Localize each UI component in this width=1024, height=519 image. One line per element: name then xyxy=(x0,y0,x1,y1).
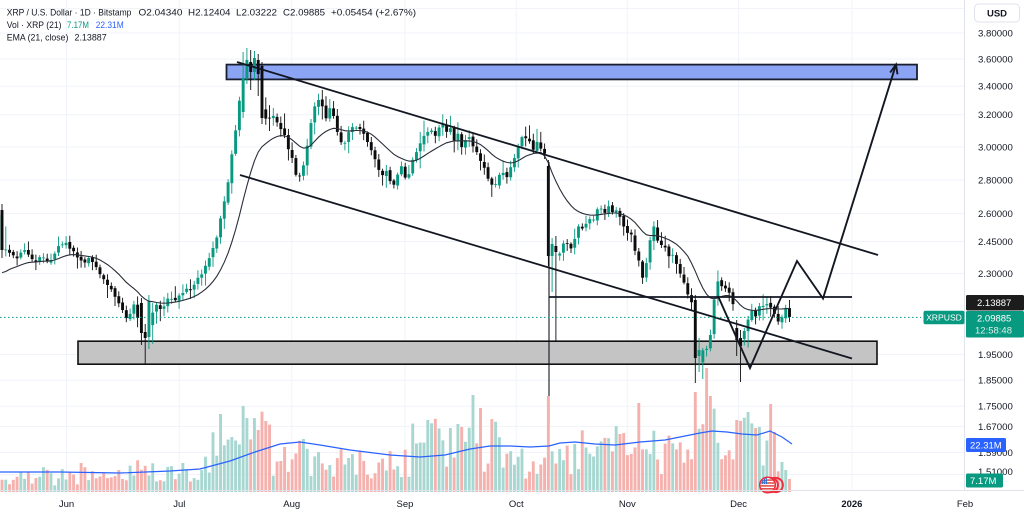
svg-text:22.31M: 22.31M xyxy=(970,441,1002,452)
svg-text:O2.04340: O2.04340 xyxy=(139,7,183,18)
svg-text:Jul: Jul xyxy=(173,499,185,510)
svg-text:Nov: Nov xyxy=(619,499,636,510)
svg-text:3.00000: 3.00000 xyxy=(978,142,1013,153)
svg-text:XRP / U.S. Dollar · 1D · Bitst: XRP / U.S. Dollar · 1D · Bitstamp xyxy=(7,7,132,18)
svg-text:C2.09885: C2.09885 xyxy=(283,7,325,18)
svg-text:7.17M: 7.17M xyxy=(970,476,996,487)
svg-text:2026: 2026 xyxy=(841,499,862,510)
svg-text:1.85000: 1.85000 xyxy=(978,376,1013,387)
svg-text:XRPUSD: XRPUSD xyxy=(926,313,962,323)
svg-text:Oct: Oct xyxy=(509,499,524,510)
svg-text:12:58:48: 12:58:48 xyxy=(975,326,1012,337)
svg-text:USD: USD xyxy=(987,9,1007,20)
svg-text:1.67000: 1.67000 xyxy=(978,422,1013,433)
svg-text:2.80000: 2.80000 xyxy=(978,175,1013,186)
svg-text:2.30000: 2.30000 xyxy=(978,269,1013,280)
svg-text:Feb: Feb xyxy=(957,499,973,510)
svg-text:+0.05454 (+2.67%): +0.05454 (+2.67%) xyxy=(331,7,416,18)
svg-text:Sep: Sep xyxy=(397,499,414,510)
svg-text:3.80000: 3.80000 xyxy=(978,28,1013,39)
svg-text:2.60000: 2.60000 xyxy=(978,209,1013,220)
svg-text:L2.03222: L2.03222 xyxy=(236,7,277,18)
svg-text:7.17M: 7.17M xyxy=(67,20,89,31)
svg-text:22.31M: 22.31M xyxy=(96,20,124,31)
svg-text:3.60000: 3.60000 xyxy=(978,54,1013,65)
svg-text:1.75000: 1.75000 xyxy=(978,402,1013,413)
svg-text:Jun: Jun xyxy=(59,499,74,510)
svg-text:3.20000: 3.20000 xyxy=(978,110,1013,121)
svg-text:Vol · XRP (21): Vol · XRP (21) xyxy=(7,20,62,31)
svg-text:2.13887: 2.13887 xyxy=(75,33,107,44)
svg-text:H2.12404: H2.12404 xyxy=(188,7,231,18)
svg-text:3.40000: 3.40000 xyxy=(978,82,1013,93)
svg-text:2.45000: 2.45000 xyxy=(978,237,1013,248)
svg-text:Dec: Dec xyxy=(730,499,747,510)
svg-text:EMA (21, close): EMA (21, close) xyxy=(7,33,69,44)
svg-text:Aug: Aug xyxy=(283,499,300,510)
svg-text:2.13887: 2.13887 xyxy=(977,298,1011,309)
svg-text:2.09885: 2.09885 xyxy=(977,314,1011,325)
svg-text:1.95000: 1.95000 xyxy=(978,350,1013,361)
